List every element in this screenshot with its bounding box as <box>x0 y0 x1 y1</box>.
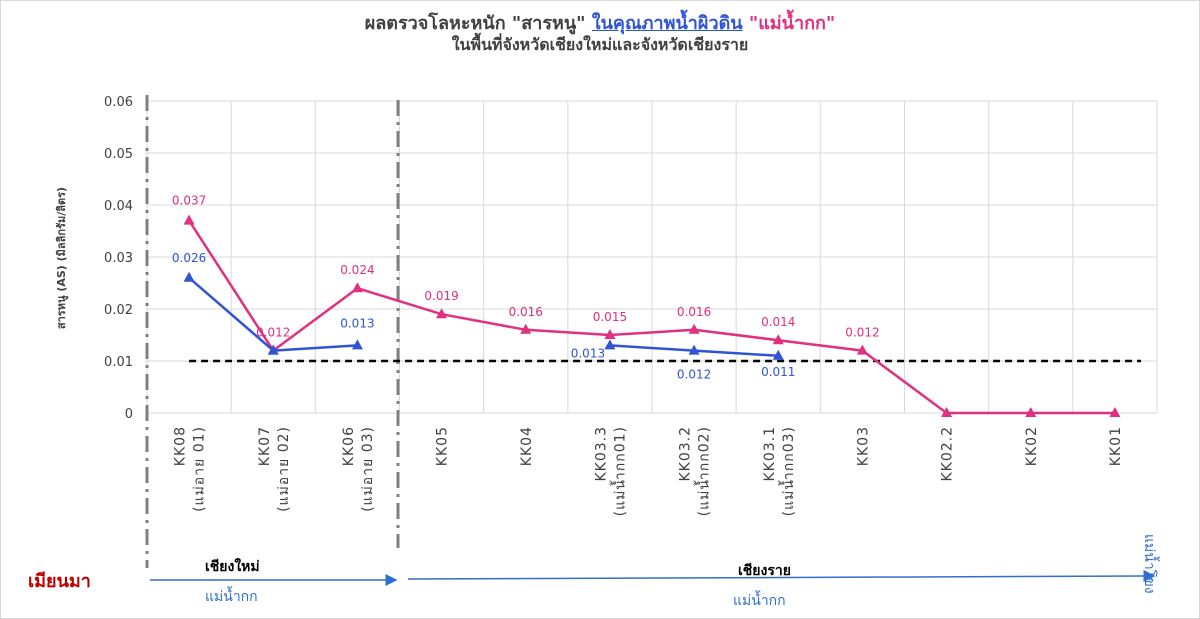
y-tick-label: 0.01 <box>104 355 133 370</box>
data-label: 0.016 <box>509 305 543 319</box>
data-label: 0.019 <box>424 289 458 303</box>
data-point <box>604 339 616 350</box>
data-point <box>267 344 279 355</box>
data-point <box>856 344 868 355</box>
chart-subtitle: ในพื้นที่จังหวัดเชียงใหม่และจังหวัดเชียง… <box>451 35 749 54</box>
y-tick-label: 0.06 <box>104 95 133 110</box>
data-point <box>183 271 195 282</box>
myanmar-label: เมียนมา <box>28 571 91 592</box>
data-point <box>772 334 784 345</box>
data-label: 0.037 <box>172 194 206 208</box>
data-label: 0.013 <box>340 316 374 330</box>
y-tick-label: 0.05 <box>104 147 133 162</box>
x-tick-label-line: (แม่อาย 03) <box>360 426 376 512</box>
data-label: 0.024 <box>340 263 374 277</box>
data-point <box>1025 407 1037 417</box>
data-point <box>351 339 363 350</box>
x-tick-label: KK08 (แม่อาย 01) <box>173 426 208 512</box>
x-tick-label: KK07 (แม่อาย 02) <box>257 426 292 512</box>
data-point <box>183 214 195 225</box>
data-label: 0.012 <box>256 326 290 340</box>
x-tick-label: KK04 <box>519 426 535 466</box>
chiang-mai-label: เชียงใหม่ <box>205 559 260 575</box>
data-point <box>688 323 700 334</box>
x-tick-label-line: (แม่น้ำกก03) <box>778 426 797 516</box>
y-tick-label: 0.02 <box>104 303 133 318</box>
flow-arrow-chiang-rai <box>407 570 1156 583</box>
data-point <box>436 308 448 319</box>
data-point <box>604 329 616 339</box>
x-tick-label-line: KK04 <box>519 426 535 466</box>
data-label: 0.011 <box>761 365 795 379</box>
x-tick-label-line: KK03 <box>855 426 871 466</box>
x-tick-label-line: KK06 <box>341 426 357 466</box>
data-label: 0.016 <box>677 305 711 319</box>
x-tick-label: KK01 <box>1108 426 1124 466</box>
x-tick-label-line: (แม่อาย 02) <box>276 426 292 512</box>
title-part-1: ผลตรวจโลหะหนัก "สารหนู" <box>364 13 592 34</box>
data-label: 0.013 <box>571 346 605 360</box>
data-label: 0.015 <box>593 310 627 324</box>
data-point <box>688 344 700 355</box>
x-tick-label-line: (แม่อาย 01) <box>192 426 208 512</box>
data-point <box>520 323 532 334</box>
chiang-mai-river-label: แม่น้ำกก <box>205 589 258 605</box>
x-tick-label-line: KK01 <box>1108 426 1124 466</box>
x-tick-label-line: KK03.2 <box>678 426 694 482</box>
x-tick-label: KK03.1 (แม่น้ำกก03) <box>762 426 797 516</box>
x-tick-label: KK03 <box>855 426 871 466</box>
x-tick-label: KK03.2 (แม่น้ำกก02) <box>678 426 713 516</box>
title-part-2: ในคุณภาพน้ำผิวดิน <box>591 13 743 34</box>
x-tick-label-line: KK03.3 <box>593 426 609 482</box>
x-tick-label-line: KK07 <box>257 426 273 466</box>
data-point <box>772 349 784 360</box>
y-tick-label: 0.03 <box>104 251 133 266</box>
chart-title: ผลตรวจโลหะหนัก "สารหนู" ในคุณภาพน้ำผิวดิ… <box>0 8 1200 37</box>
mekong-river-label: แม่น้ำโขง <box>1141 534 1157 594</box>
y-tick-label: 0.04 <box>104 199 133 214</box>
chiang-rai-river-label: แม่น้ำกก <box>733 593 786 609</box>
data-point <box>941 407 953 417</box>
chiang-rai-label: เชียงราย <box>738 563 791 579</box>
x-tick-label: KK06 (แม่อาย 03) <box>341 426 376 512</box>
x-tick-label-line: KK05 <box>435 426 451 466</box>
x-tick-label: KK02 <box>1024 426 1040 466</box>
data-label: 0.026 <box>172 251 206 265</box>
x-tick-label: KK05 <box>435 426 451 466</box>
data-label: 0.012 <box>677 368 711 382</box>
y-tick-label: 0 <box>125 407 133 422</box>
series-line <box>188 219 1115 415</box>
x-tick-label-line: (แม่น้ำกก01) <box>609 426 628 516</box>
x-tick-label-line: KK02 <box>1024 426 1040 466</box>
title-part-3: "แม่น้ำกก" <box>742 13 836 34</box>
x-tick-label-line: KK02.2 <box>940 426 956 482</box>
x-tick-label-line: KK08 <box>173 426 189 466</box>
x-tick-label: KK03.3 (แม่น้ำกก01) <box>593 426 628 516</box>
x-tick-label: KK02.2 <box>940 426 956 482</box>
series-line <box>188 276 358 352</box>
x-tick-label-line: KK03.1 <box>762 426 778 482</box>
data-point <box>1109 407 1121 417</box>
data-point <box>351 282 363 293</box>
data-label: 0.012 <box>845 326 879 340</box>
data-label: 0.014 <box>761 315 795 329</box>
x-tick-label-line: (แม่น้ำกก02) <box>694 426 713 516</box>
